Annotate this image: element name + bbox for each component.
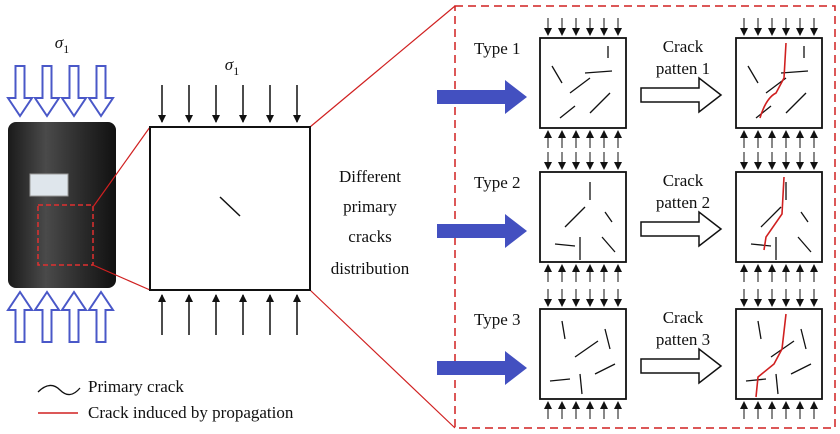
specimen-load-arrow [8,66,32,116]
specimen-load-arrow [89,292,113,342]
legend-label: Crack induced by propagation [88,403,294,422]
element-square [150,127,310,290]
middle-label: primary [343,197,397,216]
middle-label: distribution [331,259,410,278]
crack-square [540,309,626,399]
specimen-load-arrow [89,66,113,116]
middle-label: Different [339,167,401,186]
row-type: Type 2 [474,173,521,192]
stress-subscript: 1 [233,64,239,78]
specimen-tag [30,174,68,196]
specimen-load-arrow [62,66,86,116]
specimen-load-arrow [35,292,59,342]
diagram: σ1 σ1 Different primary cracks distribut… [0,0,840,434]
specimen-load-arrow [8,292,32,342]
legend-primary-symbol [38,385,80,394]
arrow-label: Crack [663,171,704,190]
arrow-label: patten 2 [656,193,710,212]
element-stress: σ1 [225,55,239,78]
specimen-load-arrow [62,292,86,342]
crack-square [540,172,626,262]
stress-subscript: 1 [63,42,69,56]
pattern-arrow [641,212,721,246]
middle-label: cracks [348,227,391,246]
transfer-arrow [437,80,527,114]
arrow-label: Crack [663,308,704,327]
arrow-label: patten 3 [656,330,710,349]
row-type: Type 1 [474,39,521,58]
specimen-load-arrow [35,66,59,116]
pattern-arrow [641,349,721,383]
specimen-stress: σ1 [55,33,69,56]
legend-label: Primary crack [88,377,184,396]
row-type: Type 3 [474,310,521,329]
transfer-arrow [437,351,527,385]
arrow-label: patten 1 [656,59,710,78]
pattern-arrow [641,78,721,112]
dynamic-layer: Type 1 Crack patten 1 Type 2 Crack patten 2 Ty… [8,18,822,419]
arrow-label: Crack [663,37,704,56]
transfer-arrow [437,214,527,248]
